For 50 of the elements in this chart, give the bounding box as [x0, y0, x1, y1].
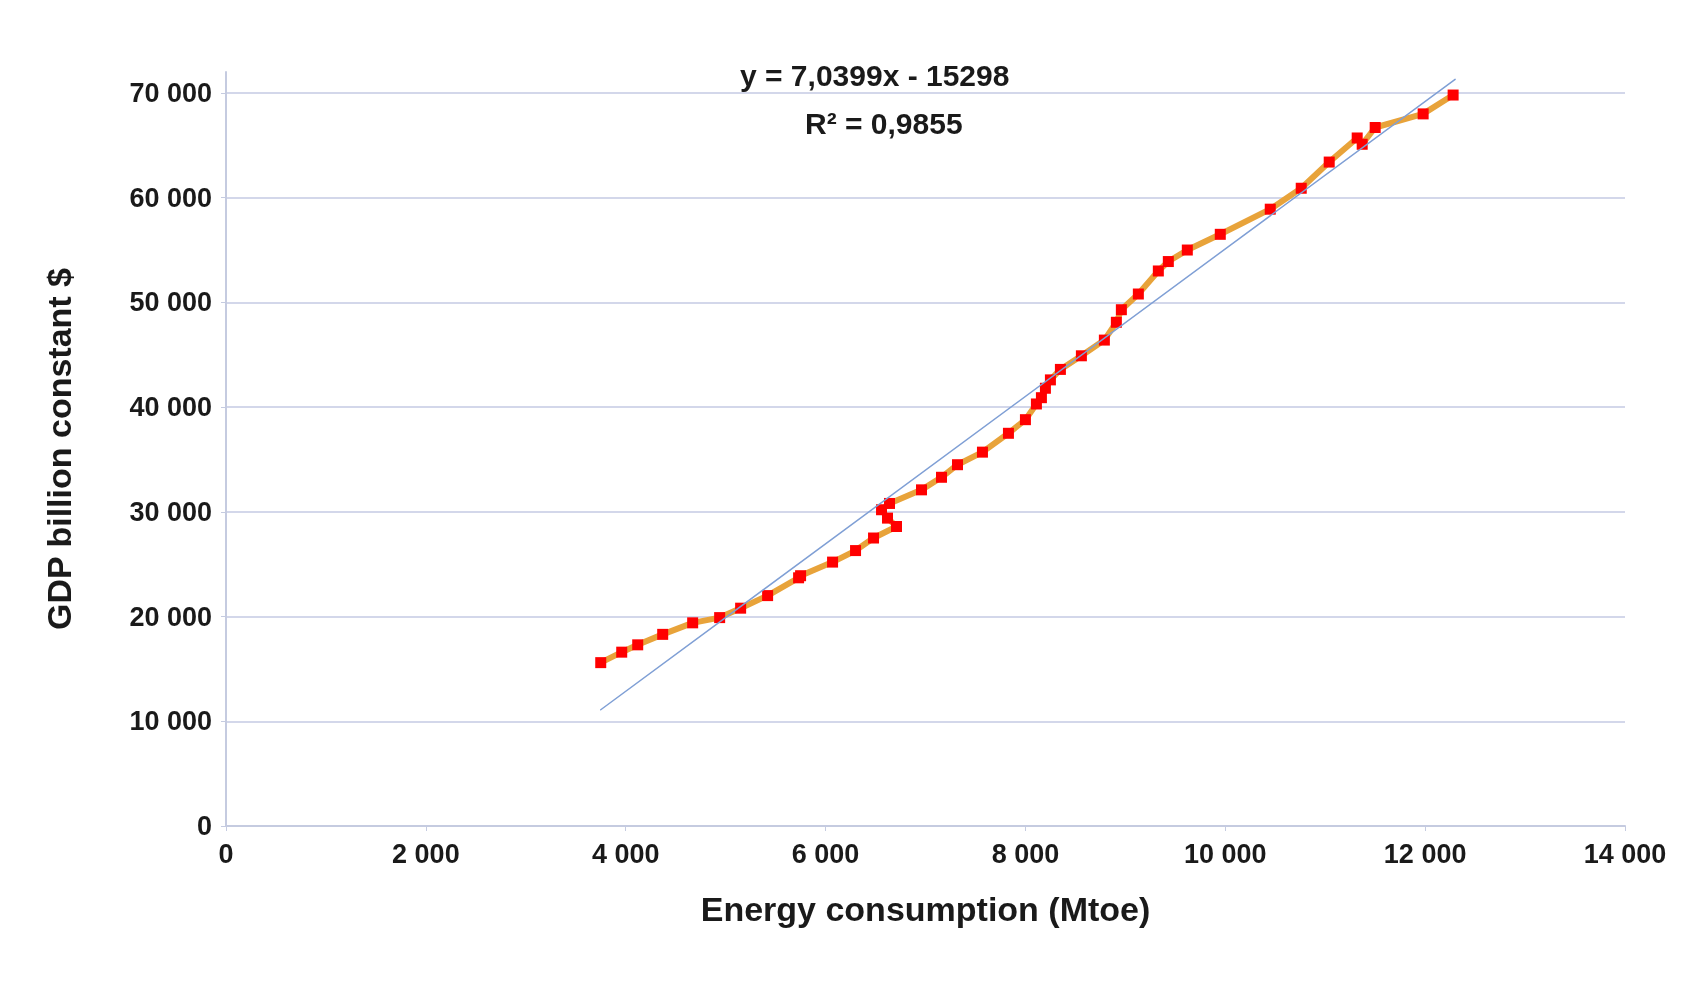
point: [616, 646, 628, 658]
point: [1110, 316, 1122, 328]
x-tick-label: 14 000: [1583, 838, 1667, 869]
point: [595, 657, 607, 669]
point: [1019, 414, 1031, 426]
x-axis-title: Energy consumption (Mtoe): [700, 890, 1151, 928]
point: [632, 639, 644, 651]
point: [657, 628, 669, 640]
x-tick-label: 2 000: [392, 838, 460, 869]
annotation: R² = 0,9855: [805, 106, 963, 140]
y-tick-label: 40 000: [129, 392, 212, 423]
point: [762, 590, 774, 602]
point: [951, 459, 963, 471]
y-tick-label: 0: [196, 811, 212, 841]
point: [891, 520, 903, 532]
point: [976, 446, 988, 458]
annotation: y = 7,0399x - 15298: [740, 58, 1010, 92]
point: [1264, 203, 1276, 215]
y-tick-label: 10 000: [129, 706, 212, 737]
point: [827, 556, 839, 568]
y-tick-label: 60 000: [129, 182, 212, 213]
point: [1132, 288, 1144, 300]
point: [850, 545, 862, 557]
point: [1115, 304, 1127, 316]
point: [1181, 244, 1193, 256]
point: [1214, 228, 1226, 240]
point: [1162, 256, 1174, 268]
x-tick-label: 8 000: [991, 838, 1060, 869]
x-tick-label: 6 000: [791, 838, 860, 869]
point: [882, 512, 894, 524]
point: [868, 532, 880, 544]
x-tick-label: 4 000: [591, 838, 660, 869]
point: [1002, 427, 1014, 439]
point: [884, 497, 896, 509]
y-tick-label: 70 000: [129, 77, 212, 108]
point: [916, 484, 927, 496]
point: [687, 617, 699, 629]
point: [1447, 89, 1459, 101]
point: [1369, 122, 1381, 133]
x-tick-label: 12 000: [1383, 838, 1467, 869]
point: [1417, 108, 1429, 120]
x-tick-label: 10 000: [1183, 838, 1267, 869]
y-tick-label: 30 000: [129, 496, 212, 527]
y-tick-label: 20 000: [129, 601, 212, 632]
y-axis-title: GDP billion constant $: [40, 267, 78, 631]
point: [1152, 265, 1164, 277]
point: [1323, 156, 1335, 168]
y-tick-label: 50 000: [129, 287, 212, 318]
x-tick-label: 0: [218, 838, 234, 869]
point: [935, 471, 947, 483]
